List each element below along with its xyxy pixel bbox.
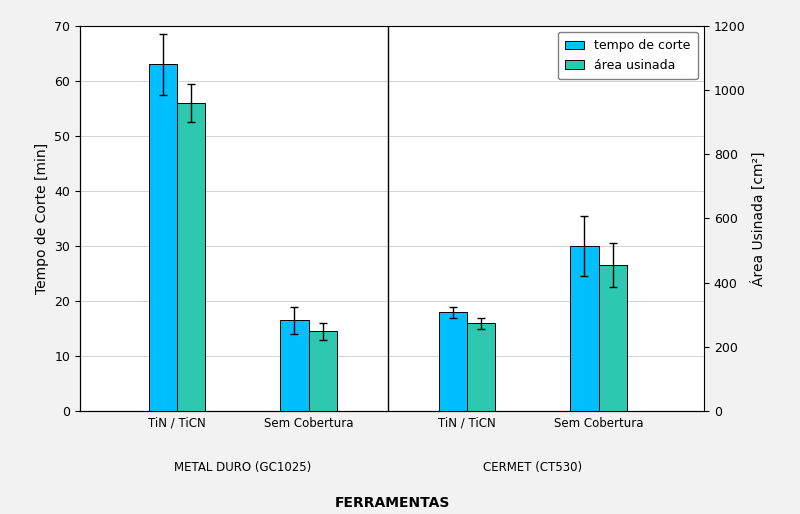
Y-axis label: Tempo de Corte [min]: Tempo de Corte [min]: [34, 143, 49, 294]
Y-axis label: Área Usinada [cm²]: Área Usinada [cm²]: [751, 151, 766, 286]
Bar: [570, 246, 598, 411]
Legend: tempo de corte, área usinada: tempo de corte, área usinada: [558, 32, 698, 79]
Text: FERRAMENTAS: FERRAMENTAS: [334, 496, 450, 510]
Bar: [598, 265, 626, 411]
Bar: [177, 103, 205, 411]
Bar: [466, 323, 495, 411]
Bar: [309, 332, 337, 411]
Text: METAL DURO (GC1025): METAL DURO (GC1025): [174, 462, 311, 474]
Text: CERMET (CT530): CERMET (CT530): [483, 462, 582, 474]
Bar: [149, 64, 177, 411]
Bar: [438, 312, 466, 411]
Bar: [280, 320, 309, 411]
